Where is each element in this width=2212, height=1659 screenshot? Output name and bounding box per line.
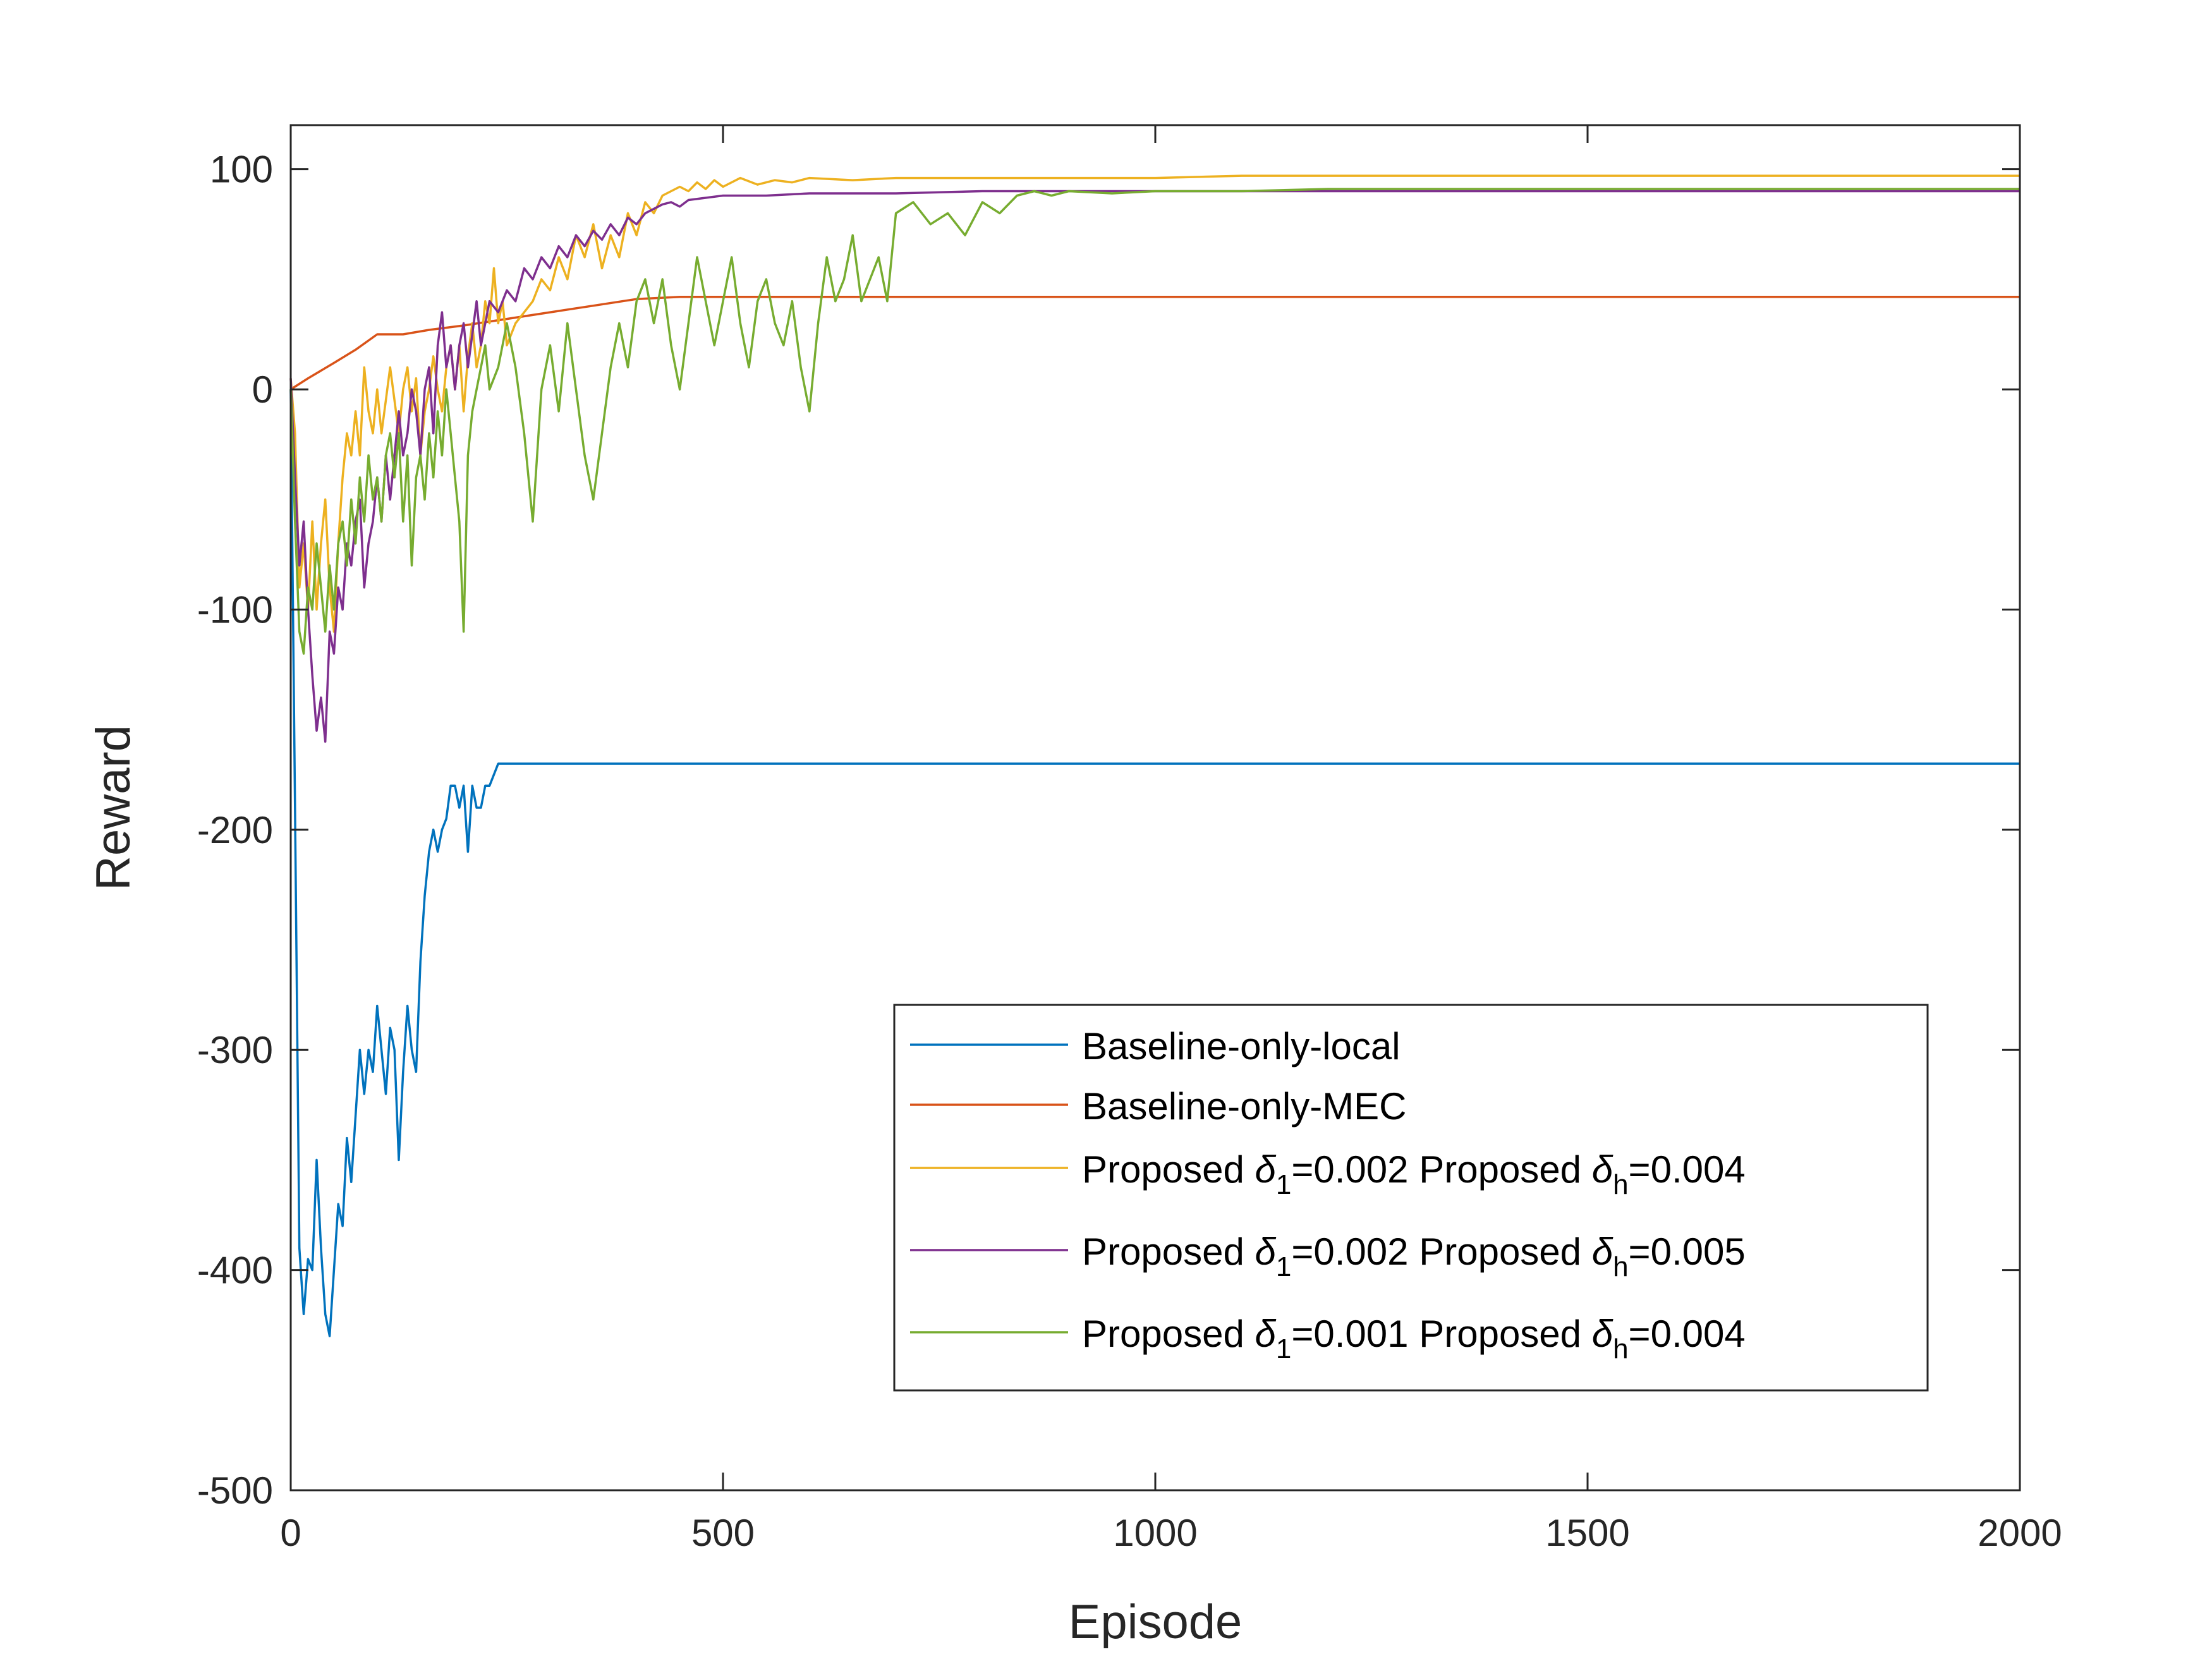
x-tick-label: 2000 — [1978, 1512, 2062, 1554]
y-tick-label: -300 — [197, 1029, 273, 1071]
y-tick-label: -400 — [197, 1249, 273, 1292]
y-tick-label: -500 — [197, 1469, 273, 1512]
y-tick-label: -100 — [197, 588, 273, 631]
legend-label-1: Baseline-only-local — [1082, 1025, 1401, 1067]
y-tick-label: -200 — [197, 809, 273, 851]
legend-box — [893, 1004, 1929, 1392]
series-layer — [289, 174, 2020, 1337]
x-tick-label: 0 — [280, 1512, 301, 1554]
legend: Baseline-only-local Baseline-only-MEC Pro… — [893, 1004, 1929, 1392]
y-axis-title: Reward — [87, 725, 140, 890]
legend-label-4: Proposed δ1=0.002 Proposed δh=0.005 — [1082, 1231, 1746, 1282]
series-line-1 — [289, 389, 2020, 1337]
x-axis-title: Episode — [1069, 1595, 1243, 1649]
ticks-layer: 0 500 1000 1500 2000 -500 -400 -300 -200 -100 0 100 — [197, 125, 2062, 1554]
x-tick-label: 1000 — [1113, 1512, 1197, 1554]
series-line-3 — [289, 174, 2020, 633]
y-tick-label: 0 — [252, 368, 273, 411]
series-line-4 — [289, 190, 2020, 743]
x-tick-label: 1500 — [1545, 1512, 1629, 1554]
legend-label-2: Baseline-only-MEC — [1082, 1085, 1407, 1127]
x-tick-label: 500 — [691, 1512, 755, 1554]
y-tick-label: 100 — [210, 149, 273, 191]
legend-label-5: Proposed δ1=0.001 Proposed δh=0.004 — [1082, 1313, 1746, 1364]
legend-label-3: Proposed δ1=0.002 Proposed δh=0.004 — [1082, 1148, 1746, 1200]
series-line-5 — [289, 188, 2020, 655]
